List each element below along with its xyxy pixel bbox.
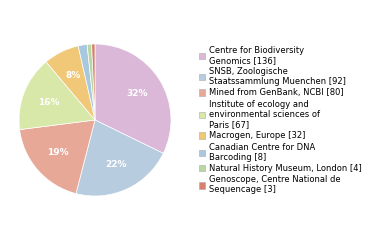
Text: 8%: 8% bbox=[65, 71, 81, 80]
Text: 22%: 22% bbox=[105, 160, 127, 169]
Text: 16%: 16% bbox=[38, 97, 60, 107]
Wedge shape bbox=[76, 120, 163, 196]
Text: 19%: 19% bbox=[47, 148, 69, 157]
Wedge shape bbox=[95, 44, 171, 153]
Wedge shape bbox=[92, 44, 95, 120]
Wedge shape bbox=[78, 44, 95, 120]
Wedge shape bbox=[20, 120, 95, 194]
Text: 32%: 32% bbox=[126, 89, 148, 98]
Wedge shape bbox=[19, 62, 95, 130]
Wedge shape bbox=[46, 46, 95, 120]
Legend: Centre for Biodiversity
Genomics [136], SNSB, Zoologische
Staatssammlung Muenche: Centre for Biodiversity Genomics [136], … bbox=[198, 45, 363, 195]
Wedge shape bbox=[87, 44, 95, 120]
